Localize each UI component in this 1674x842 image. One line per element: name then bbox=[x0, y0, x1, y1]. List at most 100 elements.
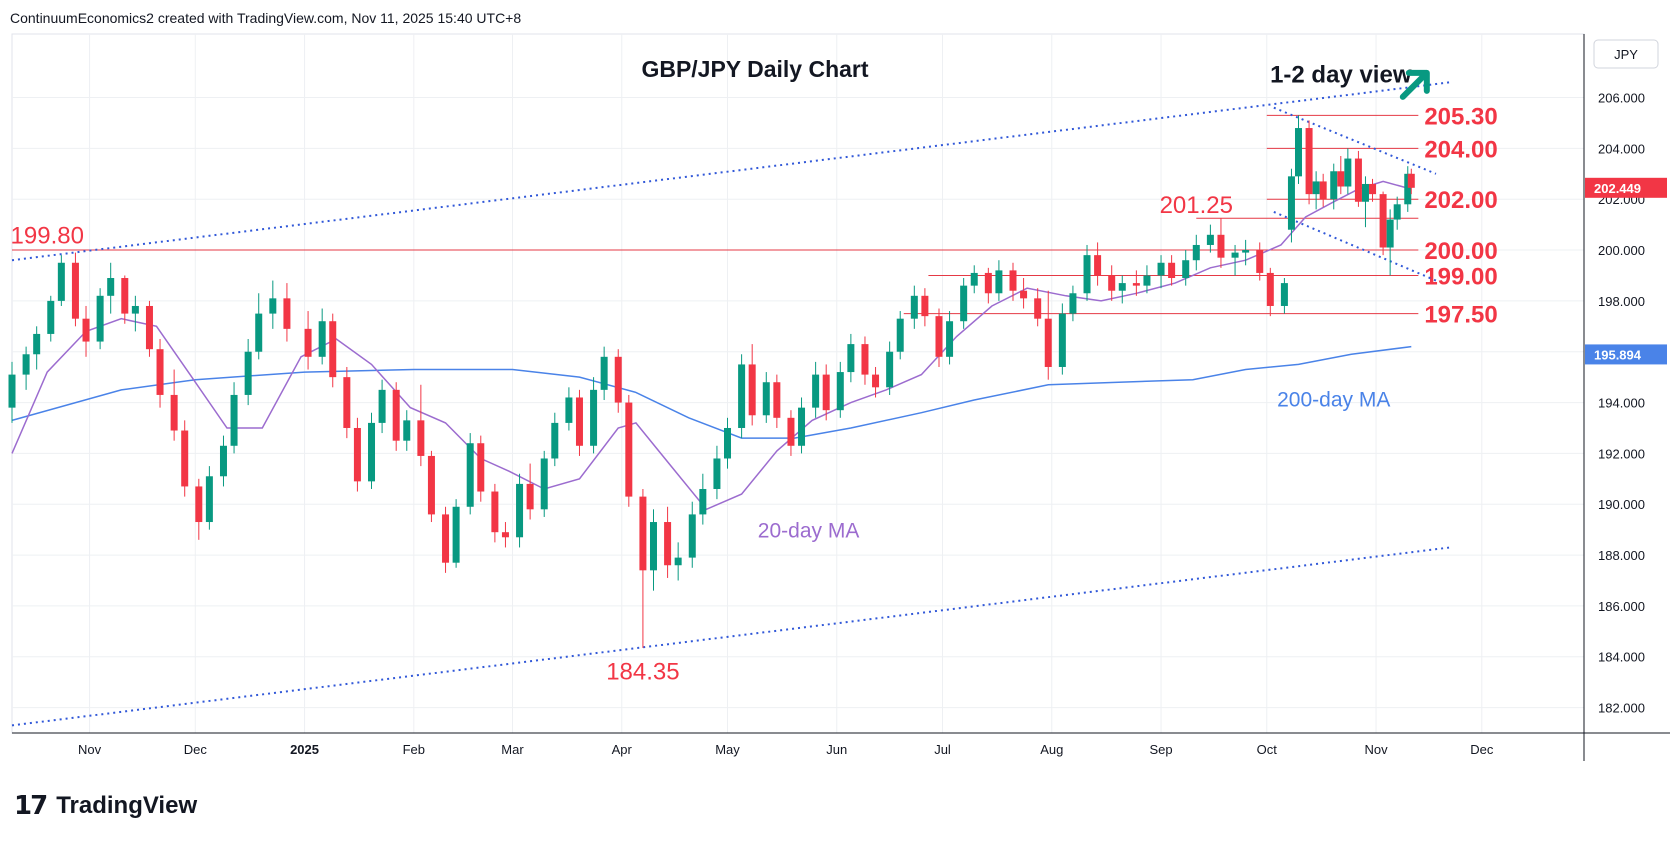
candle-body[interactable] bbox=[762, 382, 770, 416]
candle-body[interactable] bbox=[392, 389, 400, 441]
candle-body[interactable] bbox=[1337, 171, 1345, 187]
candle-body[interactable] bbox=[847, 344, 855, 373]
candle-body[interactable] bbox=[1312, 181, 1320, 195]
candle-body[interactable] bbox=[1305, 128, 1313, 195]
candle-body[interactable] bbox=[491, 491, 499, 533]
candle-body[interactable] bbox=[960, 285, 968, 322]
candle-body[interactable] bbox=[1344, 158, 1352, 187]
candle-body[interactable] bbox=[861, 344, 869, 375]
candle-body[interactable] bbox=[452, 506, 460, 563]
candle-body[interactable] bbox=[1266, 272, 1274, 306]
candle-body[interactable] bbox=[872, 374, 880, 388]
candle-body[interactable] bbox=[1369, 183, 1377, 195]
plot-area[interactable] bbox=[11, 33, 1585, 734]
candle-body[interactable] bbox=[1393, 204, 1401, 220]
candle-body[interactable] bbox=[8, 374, 16, 408]
candle-body[interactable] bbox=[1280, 283, 1288, 306]
candle-body[interactable] bbox=[1206, 234, 1214, 245]
candle-body[interactable] bbox=[318, 321, 326, 357]
candle-body[interactable] bbox=[403, 420, 411, 441]
candle-body[interactable] bbox=[96, 295, 104, 342]
candle-body[interactable] bbox=[22, 354, 30, 375]
candle-body[interactable] bbox=[230, 394, 238, 446]
candle-body[interactable] bbox=[738, 364, 746, 428]
candle-body[interactable] bbox=[551, 422, 559, 459]
currency-box[interactable] bbox=[1593, 39, 1659, 69]
candle-body[interactable] bbox=[526, 483, 534, 510]
candle-body[interactable] bbox=[970, 272, 978, 286]
candle-body[interactable] bbox=[946, 321, 954, 357]
candle-body[interactable] bbox=[565, 397, 573, 423]
candle-body[interactable] bbox=[812, 374, 820, 408]
candle-body[interactable] bbox=[649, 522, 657, 571]
candle-body[interactable] bbox=[625, 402, 633, 497]
candle-body[interactable] bbox=[1295, 128, 1303, 177]
candle-body[interactable] bbox=[1143, 275, 1151, 286]
candle-body[interactable] bbox=[427, 455, 435, 515]
candle-body[interactable] bbox=[1044, 318, 1052, 367]
candle-body[interactable] bbox=[1287, 176, 1295, 230]
candle-body[interactable] bbox=[1132, 283, 1140, 286]
candle-body[interactable] bbox=[836, 372, 844, 411]
candle-body[interactable] bbox=[886, 351, 894, 388]
candle-body[interactable] bbox=[1319, 181, 1327, 200]
candle-body[interactable] bbox=[121, 278, 129, 314]
candle-body[interactable] bbox=[639, 496, 647, 571]
candle-body[interactable] bbox=[896, 318, 904, 352]
candle-body[interactable] bbox=[1407, 173, 1415, 188]
candle-body[interactable] bbox=[935, 316, 943, 357]
candle-body[interactable] bbox=[1379, 194, 1387, 248]
candle-body[interactable] bbox=[255, 313, 263, 352]
candle-body[interactable] bbox=[205, 476, 213, 523]
candle-body[interactable] bbox=[145, 305, 153, 350]
candle-body[interactable] bbox=[713, 458, 721, 489]
candle-body[interactable] bbox=[1069, 293, 1077, 314]
candle-body[interactable] bbox=[378, 389, 386, 423]
candle-body[interactable] bbox=[1361, 183, 1369, 202]
candle-body[interactable] bbox=[47, 300, 55, 334]
candle-body[interactable] bbox=[664, 522, 672, 566]
candle-body[interactable] bbox=[1242, 250, 1250, 253]
candle-body[interactable] bbox=[699, 488, 707, 515]
candle-body[interactable] bbox=[501, 532, 509, 538]
candle-body[interactable] bbox=[1083, 255, 1091, 294]
candle-body[interactable] bbox=[1009, 270, 1017, 291]
candle-body[interactable] bbox=[1354, 158, 1362, 202]
candle-body[interactable] bbox=[1404, 173, 1412, 205]
candle-body[interactable] bbox=[304, 328, 312, 357]
candle-body[interactable] bbox=[156, 349, 164, 395]
candle-body[interactable] bbox=[1231, 252, 1239, 258]
candle-body[interactable] bbox=[219, 445, 227, 477]
candle-body[interactable] bbox=[57, 262, 65, 301]
candle-body[interactable] bbox=[33, 333, 41, 355]
candle-body[interactable] bbox=[1182, 260, 1190, 279]
candle-body[interactable] bbox=[1157, 262, 1165, 276]
candle-body[interactable] bbox=[170, 394, 178, 431]
candle-body[interactable] bbox=[1168, 262, 1176, 279]
candle-body[interactable] bbox=[195, 486, 203, 523]
tradingview-logo[interactable]: 𝟭𝟳 TradingView bbox=[14, 790, 197, 821]
candle-body[interactable] bbox=[984, 272, 992, 294]
candle-body[interactable] bbox=[353, 427, 361, 482]
candle-body[interactable] bbox=[71, 262, 79, 319]
candle-body[interactable] bbox=[674, 557, 682, 566]
candle-body[interactable] bbox=[798, 407, 806, 446]
candle-body[interactable] bbox=[329, 321, 337, 378]
candle-body[interactable] bbox=[1256, 250, 1264, 273]
candle-body[interactable] bbox=[1330, 171, 1338, 200]
candle-body[interactable] bbox=[343, 377, 351, 428]
candle-body[interactable] bbox=[590, 389, 598, 446]
candle-body[interactable] bbox=[787, 417, 795, 446]
candle-body[interactable] bbox=[614, 356, 622, 403]
candle-body[interactable] bbox=[995, 270, 1003, 294]
candle-body[interactable] bbox=[688, 514, 696, 558]
candle-body[interactable] bbox=[1108, 275, 1116, 291]
candle-body[interactable] bbox=[910, 295, 918, 319]
candle-body[interactable] bbox=[1386, 219, 1394, 248]
candle-body[interactable] bbox=[1217, 234, 1225, 258]
candle-body[interactable] bbox=[131, 305, 139, 314]
candle-body[interactable] bbox=[575, 397, 583, 446]
candle-body[interactable] bbox=[82, 318, 90, 342]
candle-body[interactable] bbox=[283, 298, 291, 329]
